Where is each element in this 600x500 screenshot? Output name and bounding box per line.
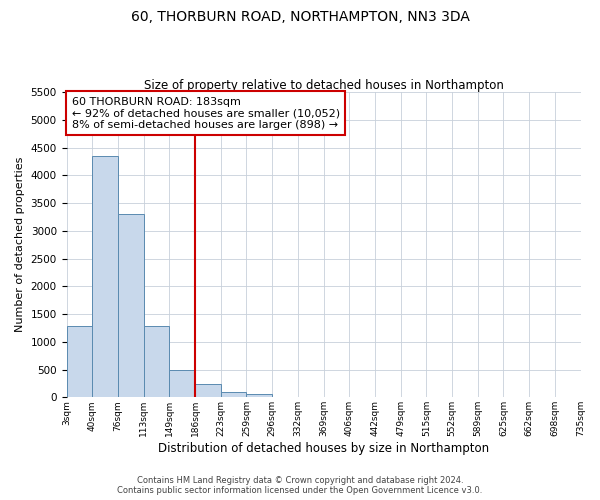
Text: 60, THORBURN ROAD, NORTHAMPTON, NN3 3DA: 60, THORBURN ROAD, NORTHAMPTON, NN3 3DA (131, 10, 469, 24)
Bar (118, 214, 143, 398)
Bar (143, 326, 169, 398)
Bar (67, 326, 92, 398)
Title: Size of property relative to detached houses in Northampton: Size of property relative to detached ho… (143, 79, 503, 92)
Text: 60 THORBURN ROAD: 183sqm
← 92% of detached houses are smaller (10,052)
8% of sem: 60 THORBURN ROAD: 183sqm ← 92% of detach… (71, 96, 340, 130)
Bar (92, 156, 118, 398)
Text: Contains HM Land Registry data © Crown copyright and database right 2024.
Contai: Contains HM Land Registry data © Crown c… (118, 476, 482, 495)
X-axis label: Distribution of detached houses by size in Northampton: Distribution of detached houses by size … (158, 442, 489, 455)
Bar (247, 394, 272, 398)
Bar (169, 370, 195, 398)
Y-axis label: Number of detached properties: Number of detached properties (15, 157, 25, 332)
Bar (195, 384, 221, 398)
Bar (221, 392, 247, 398)
